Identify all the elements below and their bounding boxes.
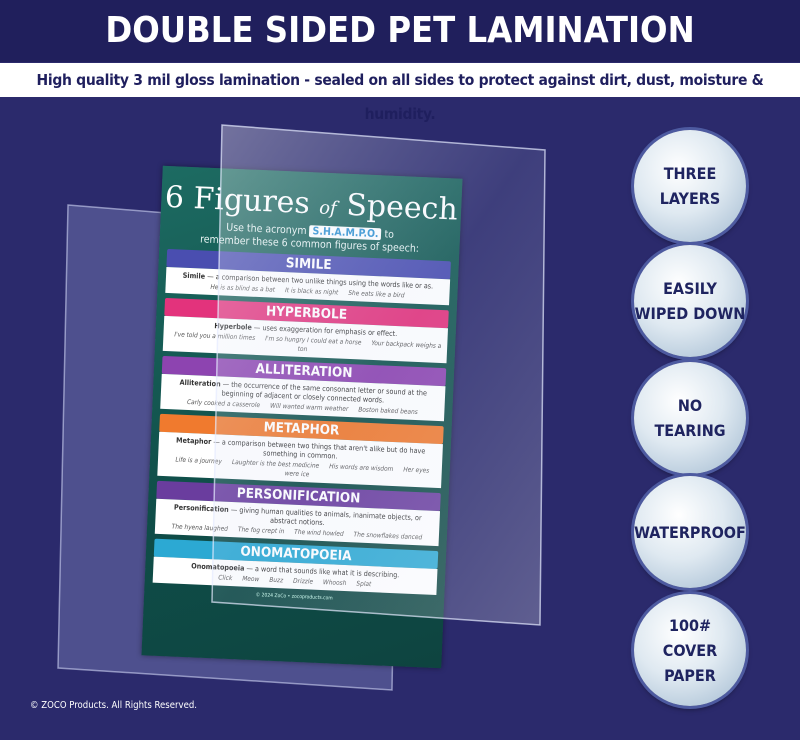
definition: — giving human qualities to animals, ina…	[230, 504, 422, 528]
example: Laughter is the best medicine	[231, 457, 320, 470]
badge-line: THREE	[663, 164, 717, 183]
poster-intro: Use the acronym S.H.A.M.P.O. to remember…	[199, 221, 420, 255]
badge: THREE LAYERS	[634, 130, 746, 242]
example: His words are wisdom	[329, 462, 394, 474]
example: Click	[218, 573, 233, 583]
section: HYPERBOLE Hyperbole — uses exaggeration f…	[162, 297, 449, 364]
badge: WATERPROOF	[634, 476, 746, 588]
badge: 100# COVER PAPER	[634, 594, 746, 706]
example: I'm so hungry I could eat a horse	[265, 334, 362, 347]
badge-line: WIPED DOWN	[634, 304, 746, 323]
term: Metaphor	[175, 435, 212, 447]
example: Carly cooked a casserole	[186, 397, 261, 410]
badge-line: LAYERS	[659, 189, 721, 208]
title: DOUBLE SIDED PET LAMINATION	[0, 0, 800, 62]
example: The snowflakes danced	[353, 530, 423, 542]
term: Alliteration	[179, 377, 221, 389]
section: SIMILE Simile — a comparison between two …	[165, 248, 451, 306]
term: Personification	[173, 502, 229, 514]
example: The wind howled	[294, 527, 344, 538]
badge: NO TEARING	[634, 362, 746, 474]
example: Drizzle	[292, 576, 314, 586]
example: The fog crept in	[237, 525, 285, 536]
example: Will wanted warm weather	[269, 401, 349, 414]
section: PERSONIFICATION Personification — giving …	[154, 480, 441, 547]
section: ALLITERATION Alliteration — the occurrenc…	[160, 355, 447, 422]
badge-line: PAPER	[664, 665, 716, 685]
badge: EASILY WIPED DOWN	[634, 245, 746, 357]
badge-line: EASILY	[663, 279, 717, 298]
example: He is as blind as a bat	[210, 282, 276, 294]
badge-line: TEARING	[654, 421, 726, 440]
term: Hyperbole	[214, 321, 253, 332]
subtitle: High quality 3 mil gloss lamination - se…	[0, 63, 800, 123]
term: Simile	[182, 270, 206, 281]
section: ONOMATOPOEIA Onomatopoeia — a word that s…	[152, 538, 439, 596]
example: It is black as night	[284, 286, 339, 297]
example: Whoosh	[322, 578, 347, 588]
example: Splat	[356, 579, 372, 589]
section: METAPHOR Metaphor — a comparison between …	[157, 413, 444, 489]
copyright: © ZOCO Products. All Rights Reserved.	[30, 700, 197, 711]
example: Boston baked beans	[358, 405, 419, 417]
badge-line: 100#	[668, 615, 712, 635]
example: Life is a journey	[175, 455, 223, 466]
example: The hyena laughed	[171, 522, 229, 533]
poster: 6 Figures of Speech Use the acronym S.H.…	[141, 165, 463, 669]
examples: Life is a journey Laughter is the best me…	[162, 455, 437, 485]
examples: I've told you a million times I'm so hung…	[168, 330, 443, 360]
badge-line: NO	[677, 396, 703, 415]
term: Onomatopoeia	[191, 561, 245, 573]
example: She eats like a bird	[348, 288, 405, 300]
example: Buzz	[269, 575, 284, 585]
badge-line: COVER	[662, 640, 718, 660]
badge-line: WATERPROOF	[634, 522, 746, 542]
example: Meow	[242, 574, 260, 584]
example: I've told you a million times	[174, 330, 256, 342]
